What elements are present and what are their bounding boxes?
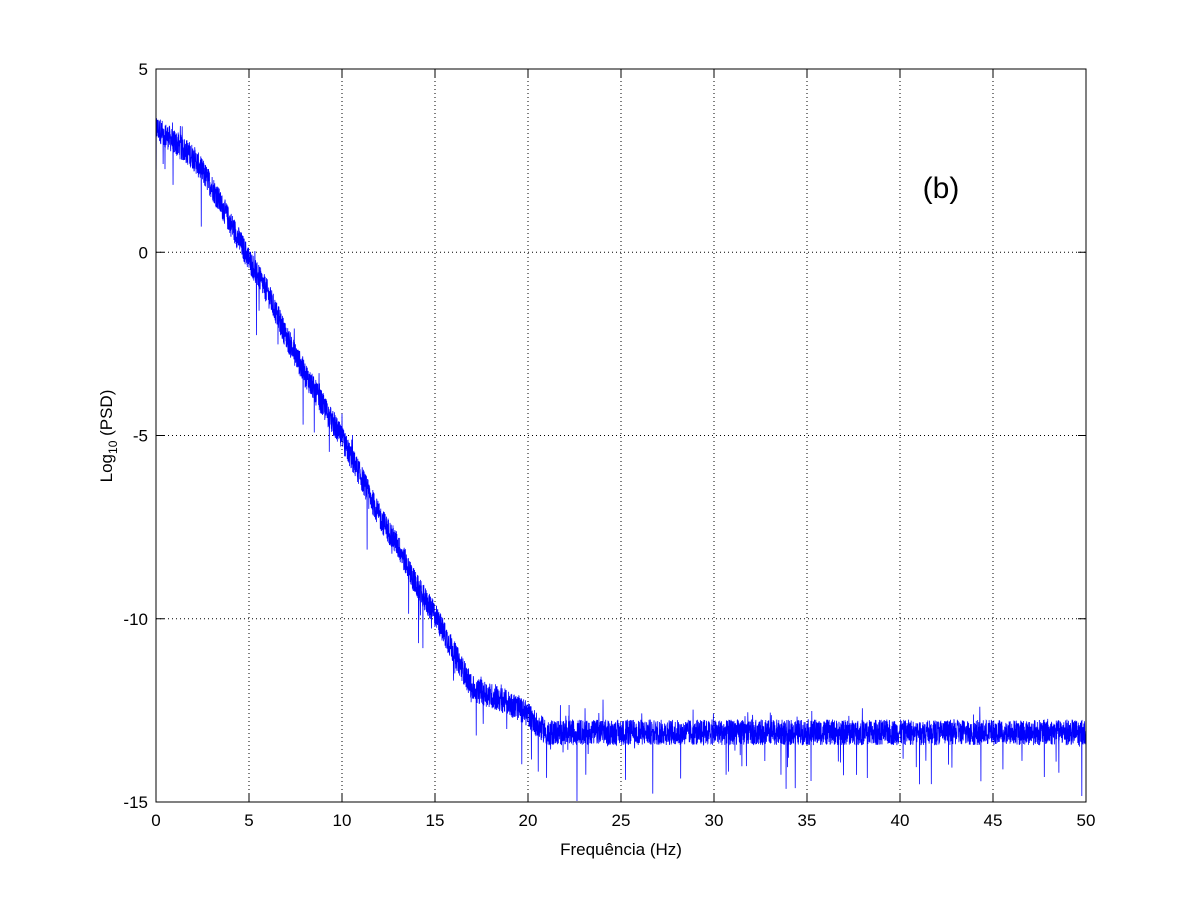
x-axis-label: Frequência (Hz) bbox=[560, 840, 682, 859]
panel-annotation: (b) bbox=[923, 172, 960, 205]
y-axis-label-subscript: 10 bbox=[106, 440, 120, 454]
y-axis-label-suffix: (PSD) bbox=[97, 390, 116, 441]
plot-area bbox=[156, 118, 1086, 801]
x-tick-label: 45 bbox=[984, 811, 1003, 830]
y-axis-label-base: Log bbox=[97, 454, 116, 482]
x-tick-label: 20 bbox=[519, 811, 538, 830]
y-tick-label: -15 bbox=[123, 793, 148, 812]
x-tick-label: 30 bbox=[705, 811, 724, 830]
x-tick-label: 15 bbox=[426, 811, 445, 830]
y-tick-label: -5 bbox=[133, 427, 148, 446]
x-tick-label: 50 bbox=[1077, 811, 1096, 830]
x-tick-label: 0 bbox=[151, 811, 160, 830]
x-tick-label: 5 bbox=[244, 811, 253, 830]
psd-series-line bbox=[156, 118, 1086, 801]
grid-lines bbox=[156, 69, 1086, 802]
x-tick-label: 40 bbox=[891, 811, 910, 830]
x-tick-label: 10 bbox=[333, 811, 352, 830]
y-tick-label: 0 bbox=[139, 243, 148, 262]
y-axis-label: Log10 (PSD) bbox=[97, 390, 120, 483]
x-tick-label: 25 bbox=[612, 811, 631, 830]
series-layer bbox=[156, 118, 1086, 801]
y-tick-label: -10 bbox=[123, 610, 148, 629]
ticks bbox=[155, 68, 1087, 803]
x-tick-label: 35 bbox=[798, 811, 817, 830]
y-tick-label: 5 bbox=[139, 60, 148, 79]
